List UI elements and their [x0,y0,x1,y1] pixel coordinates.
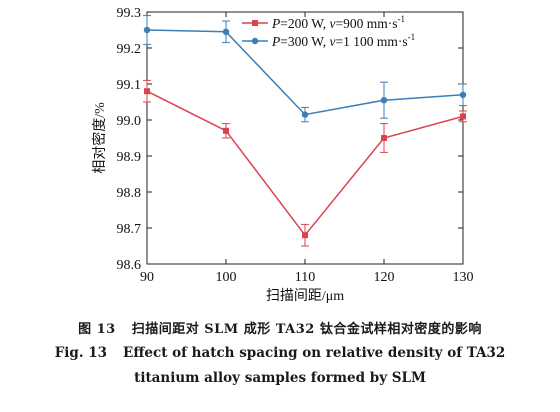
data-point [381,135,387,141]
series-1 [143,79,467,247]
caption-english-text-1: Effect of hatch spacing on relative dens… [123,345,506,361]
legend-label: P=200 W, v=900 mm·s-1 [271,14,405,31]
x-axis-label: 扫描间距/μm [266,288,344,304]
caption-chinese-number: 图 13 [78,322,116,337]
data-point [460,113,466,120]
y-tick-label: 99.0 [117,114,142,129]
plot-area: 98.6 98.7 98.8 98.9 99.0 99.1 99.2 99.3 90 100 110… [91,6,474,304]
y-tick-label: 99.3 [117,6,142,21]
caption-chinese: 图 13 扫描间距对 SLM 成形 TA32 钛合金试样相对密度的影响 [0,318,560,337]
x-tick-label: 120 [374,270,395,285]
x-tick-label: 100 [216,270,237,285]
data-point [222,28,230,35]
y-tick-label: 99.2 [117,42,142,57]
data-point [223,127,229,134]
y-tick-label: 98.8 [117,186,142,201]
data-point [380,97,388,104]
series-2 [143,15,467,123]
y-tick-label: 98.6 [117,258,142,273]
caption-chinese-text: 扫描间距对 SLM 成形 TA32 钛合金试样相对密度的影响 [131,322,482,337]
x-tick-label: 110 [295,270,315,285]
y-axis-label: 相对密度/% [91,102,108,174]
y-tick-label: 98.7 [117,222,142,237]
data-point [143,26,151,34]
data-point [144,88,150,95]
legend-marker [251,37,259,45]
x-tick-label: 90 [140,270,154,285]
x-tick-label: 130 [453,270,474,285]
caption-english-line-1: Fig. 13 Effect of hatch spacing on relati… [0,345,560,361]
data-point [302,232,308,239]
legend: P=200 W, v=900 mm·s-1P=300 W, v=1 100 mm… [242,14,415,49]
data-point [459,91,467,99]
data-point [301,111,309,118]
caption-english-number: Fig. 13 [54,345,108,361]
legend-label: P=300 W, v=1 100 mm·s-1 [271,32,415,49]
legend-marker [252,20,258,26]
y-tick-label: 99.1 [117,78,142,93]
y-tick-label: 98.9 [117,150,142,165]
caption-english-line-2: titanium alloy samples formed by SLM [134,370,426,386]
